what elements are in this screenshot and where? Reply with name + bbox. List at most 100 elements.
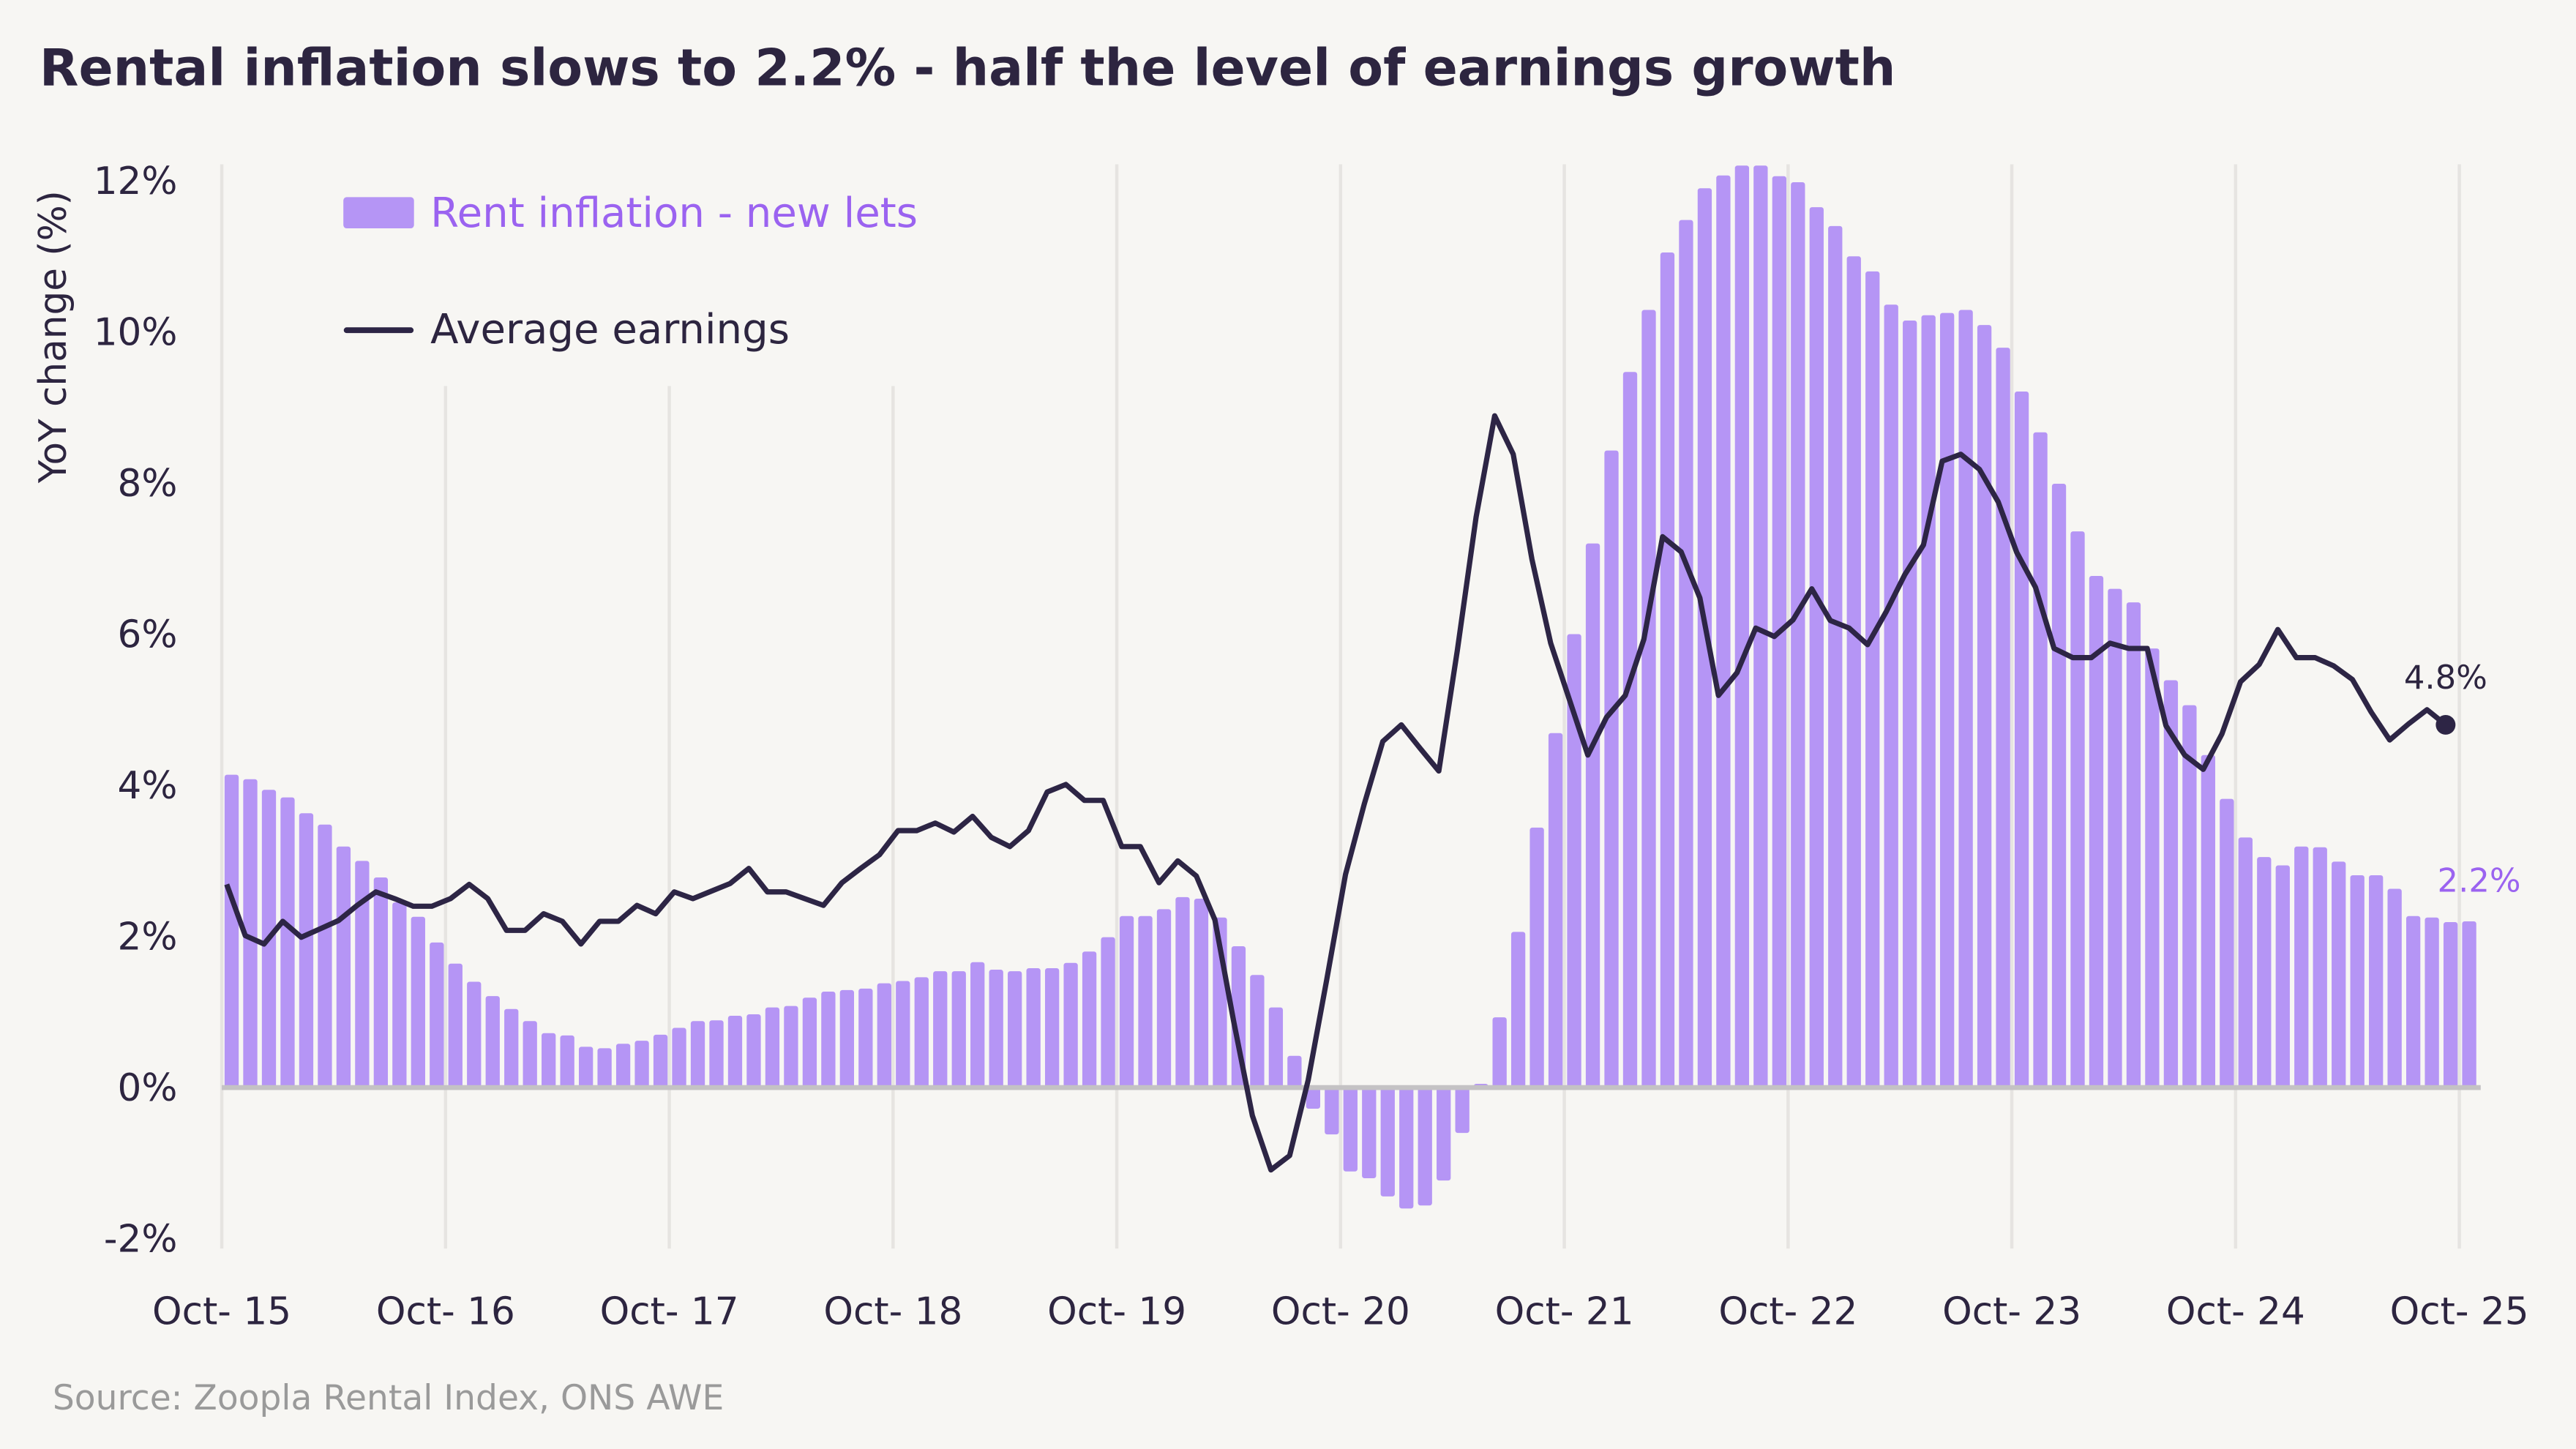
rent-bar xyxy=(355,861,370,1088)
x-tick-label: Oct- 17 xyxy=(600,1289,739,1333)
rent-bar xyxy=(392,902,407,1088)
rent-bar xyxy=(2350,875,2365,1088)
rent-bar xyxy=(243,779,258,1088)
rent-bar xyxy=(2369,875,2384,1088)
rent-bar xyxy=(1958,310,1973,1088)
rent-bar xyxy=(1510,932,1526,1088)
rent-bar xyxy=(336,846,351,1088)
rent-bars xyxy=(224,165,2476,1209)
rent-bar xyxy=(839,989,855,1088)
rent-bar xyxy=(1492,1017,1507,1088)
y-axis-ticks: -2% 0% 2% 4% 6% 8% 10% 12% xyxy=(94,160,178,1262)
rent-bar xyxy=(1250,975,1265,1088)
y-tick-label: 4% xyxy=(118,764,178,808)
rent-bar xyxy=(1679,220,1693,1088)
rent-bar xyxy=(1660,252,1675,1088)
rent-bar xyxy=(2443,921,2458,1088)
legend-label-rent: Rent inflation - new lets xyxy=(430,190,918,237)
rent-bar xyxy=(1194,898,1209,1088)
rent-bar xyxy=(1921,315,1936,1088)
x-tick-label: Oct- 18 xyxy=(823,1289,962,1333)
rent-bar xyxy=(1044,967,1060,1088)
rent-bar xyxy=(802,997,817,1088)
rent-bar xyxy=(2051,484,2067,1088)
rent-bar xyxy=(1884,304,1898,1088)
rent-bar xyxy=(1175,896,1190,1088)
rent-bar xyxy=(2425,917,2439,1088)
rent-bar xyxy=(299,813,314,1088)
x-tick-label: Oct- 21 xyxy=(1495,1289,1634,1333)
rent-bar xyxy=(690,1021,705,1088)
source-note: Source: Zoopla Rental Index, ONS AWE xyxy=(53,1378,724,1418)
x-tick-label: Oct- 24 xyxy=(2166,1289,2305,1333)
rent-bar xyxy=(2126,602,2141,1088)
rent-bar xyxy=(1268,1007,1284,1088)
x-axis-ticks: Oct- 15 Oct- 16 Oct- 17 Oct- 18 Oct- 19 Oct- … xyxy=(152,1289,2529,1333)
rent-bar xyxy=(1865,271,1880,1088)
rent-bar xyxy=(634,1041,649,1088)
y-tick-label: 12% xyxy=(94,160,178,203)
rent-bar xyxy=(1567,634,1581,1088)
rent-bar xyxy=(1101,937,1115,1088)
rent-bar xyxy=(1697,188,1712,1088)
rent-bar xyxy=(1977,325,1992,1088)
rent-bar xyxy=(1306,1087,1320,1109)
rent-bar xyxy=(951,971,966,1088)
y-tick-label: 10% xyxy=(94,310,178,354)
rent-bar xyxy=(1716,175,1731,1088)
rent-bar xyxy=(373,877,389,1088)
earnings-line xyxy=(224,413,2448,1173)
rent-bar xyxy=(1846,256,1861,1088)
rent-bar xyxy=(2332,861,2346,1088)
rent-bar xyxy=(1119,916,1134,1088)
rent-bar xyxy=(933,971,948,1088)
rent-bar xyxy=(523,1021,537,1088)
rent-bar xyxy=(615,1044,631,1088)
rent-bar xyxy=(858,988,873,1088)
rent-bar xyxy=(896,981,910,1088)
rent-bar xyxy=(1828,225,1843,1088)
rent-bar xyxy=(1604,450,1619,1088)
rent-bar xyxy=(2238,837,2253,1088)
rent-bar xyxy=(1622,372,1638,1088)
rent-bar xyxy=(989,970,1003,1088)
rent-bar xyxy=(2108,588,2122,1088)
rent-bar xyxy=(914,977,929,1088)
rent-bar xyxy=(1753,165,1768,1088)
rent-bar xyxy=(448,963,463,1088)
rent-bar xyxy=(467,981,482,1088)
rent-end-label: 2.2% xyxy=(2438,861,2521,900)
gridlines xyxy=(220,164,2461,1249)
rent-bar xyxy=(597,1048,612,1088)
rent-bar xyxy=(485,996,500,1088)
rent-bar xyxy=(1418,1087,1432,1206)
rent-bar xyxy=(1138,916,1153,1088)
chart-title: Rental inflation slows to 2.2% - half th… xyxy=(40,39,1896,98)
rent-bar xyxy=(765,1007,780,1088)
rent-bar xyxy=(1156,909,1172,1088)
x-tick-label: Oct- 15 xyxy=(152,1289,291,1333)
rent-bar xyxy=(2145,648,2160,1088)
rent-bar xyxy=(2089,576,2104,1088)
rent-bar xyxy=(1903,320,1917,1088)
y-tick-label: 0% xyxy=(118,1066,178,1110)
rent-bar xyxy=(1996,348,2010,1088)
rent-bar xyxy=(280,797,295,1088)
rent-bar xyxy=(1437,1087,1451,1181)
rent-bar xyxy=(1734,165,1750,1088)
rent-bar xyxy=(1455,1087,1469,1134)
rent-bar xyxy=(1063,962,1078,1088)
rent-bar xyxy=(2033,432,2048,1088)
rent-bar xyxy=(1940,312,1955,1088)
y-tick-label: -2% xyxy=(104,1218,178,1262)
rent-bar xyxy=(318,824,332,1088)
x-tick-label: Oct- 19 xyxy=(1047,1289,1186,1333)
rent-bar xyxy=(877,983,891,1088)
x-tick-label: Oct- 25 xyxy=(2390,1289,2529,1333)
rent-bar xyxy=(1082,951,1097,1088)
rent-bar xyxy=(709,1020,724,1088)
rent-bar xyxy=(1026,967,1041,1088)
rent-bar xyxy=(2070,531,2085,1088)
rent-bar xyxy=(2387,888,2402,1088)
rent-bar xyxy=(430,942,444,1088)
